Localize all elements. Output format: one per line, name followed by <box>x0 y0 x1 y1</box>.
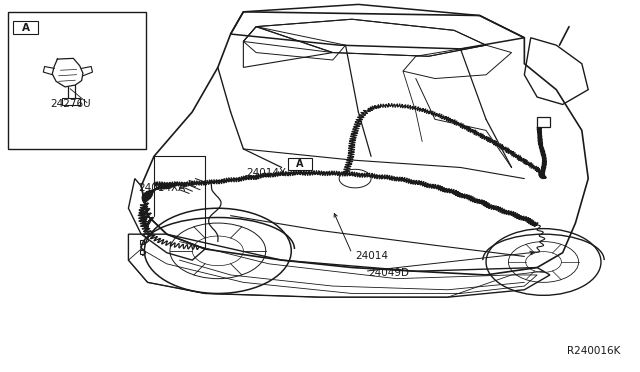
Bar <box>288 158 312 170</box>
Text: 24014: 24014 <box>355 251 388 262</box>
Text: A: A <box>296 159 304 169</box>
Text: 24276U: 24276U <box>51 99 92 109</box>
Text: 24049D: 24049D <box>368 268 409 278</box>
Bar <box>537 118 550 127</box>
Text: 24014X: 24014X <box>246 168 287 178</box>
Text: A: A <box>22 23 29 33</box>
Text: 24014XA: 24014XA <box>138 183 185 193</box>
Bar <box>8 12 146 149</box>
Bar <box>13 21 38 34</box>
Bar <box>63 98 81 105</box>
Text: R240016K: R240016K <box>567 346 620 356</box>
